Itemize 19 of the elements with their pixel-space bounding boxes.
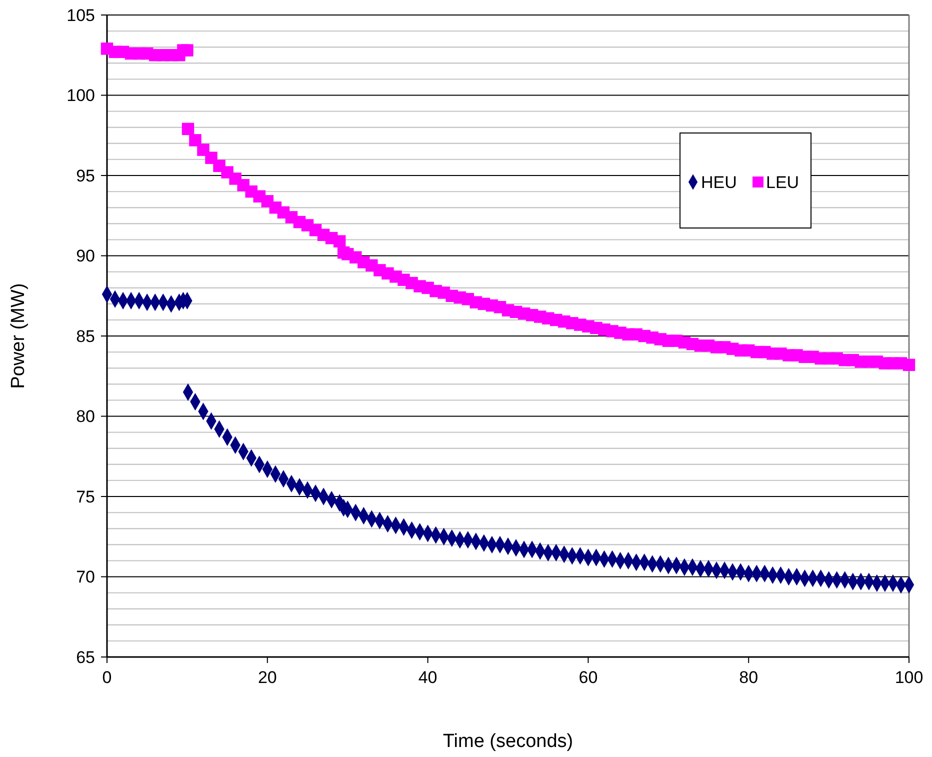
y-tick-label: 85: [76, 326, 95, 346]
x-tick-label: 60: [578, 668, 598, 687]
x-tick-label: 80: [739, 668, 758, 687]
x-tick-label: 20: [258, 668, 277, 687]
legend-label: HEU: [701, 172, 737, 192]
y-tick-label: 90: [76, 246, 95, 266]
y-tick-label: 105: [66, 6, 95, 25]
x-tick-label: 0: [102, 668, 112, 687]
legend-label: LEU: [766, 172, 800, 192]
y-tick-label: 65: [76, 648, 95, 667]
x-tick-label: 100: [894, 668, 924, 687]
y-tick-label: 80: [76, 407, 95, 426]
y-tick-label: 95: [76, 166, 95, 186]
y-tick-label: 100: [66, 86, 95, 106]
x-tick-label: 40: [418, 668, 438, 687]
y-tick-label: 70: [76, 568, 95, 587]
y-tick-label: 75: [76, 487, 95, 506]
y-axis-title: Power (MW): [8, 283, 29, 389]
x-axis-title: Time (seconds): [442, 731, 574, 752]
